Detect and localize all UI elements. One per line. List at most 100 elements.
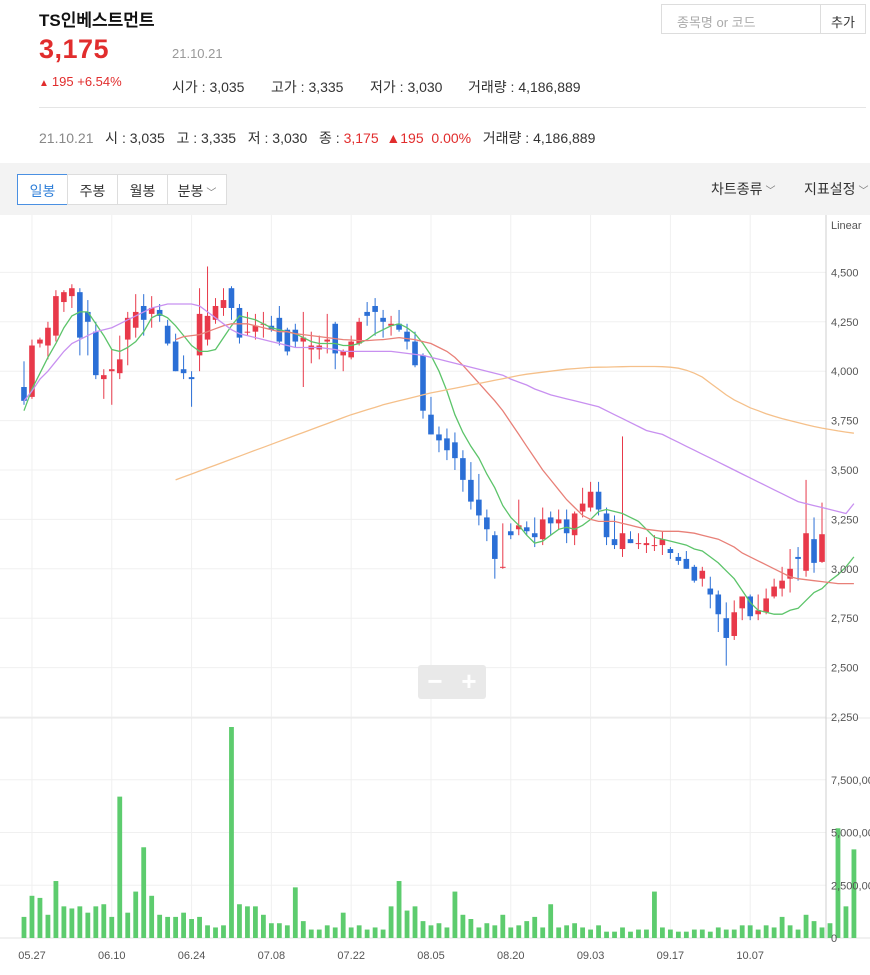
volume-bar[interactable] [556,927,562,938]
candle[interactable] [739,596,746,609]
volume-bar[interactable] [157,914,163,938]
candle[interactable] [811,539,817,563]
volume-bar[interactable] [580,927,586,938]
candle[interactable] [180,369,187,374]
candle[interactable] [116,359,123,374]
candle[interactable] [723,618,730,638]
candle[interactable] [547,517,554,524]
candle[interactable] [763,598,769,613]
candle[interactable] [108,369,115,372]
candle[interactable] [404,331,410,342]
volume-bar[interactable] [452,891,458,938]
volume-bar[interactable] [803,914,809,938]
volume-bar[interactable] [811,921,817,938]
volume-bar[interactable] [588,929,593,938]
volume-bar[interactable] [628,931,633,938]
volume-bar[interactable] [165,916,171,938]
candle[interactable] [683,558,690,569]
volume-bar[interactable] [683,931,689,938]
candle[interactable] [356,321,362,344]
volume-bar[interactable] [596,925,601,938]
volume-bar[interactable] [691,929,697,938]
volume-bar[interactable] [412,906,418,938]
volume-bar[interactable] [787,925,793,938]
volume-bar[interactable] [284,925,290,938]
volume-bar[interactable] [699,929,705,938]
volume-bar[interactable] [213,927,218,938]
candle[interactable] [292,329,299,342]
volume-bar[interactable] [755,929,761,938]
candle[interactable] [204,315,211,340]
volume-bar[interactable] [835,828,841,938]
volume-bar[interactable] [396,881,402,938]
candle[interactable] [651,545,658,547]
volume-bar[interactable] [771,927,777,938]
candle[interactable] [523,527,530,532]
volume-bar[interactable] [181,912,186,938]
volume-bar[interactable] [348,927,354,938]
volume-bar[interactable] [77,906,83,938]
volume-bar[interactable] [731,929,737,938]
volume-bar[interactable] [604,931,609,938]
volume-bar[interactable] [460,914,466,938]
candle[interactable] [444,438,450,451]
volume-bar[interactable] [253,906,258,938]
volume-bar[interactable] [524,921,530,938]
search-input[interactable]: 종목명 or 코드 [661,4,821,34]
volume-bar[interactable] [484,923,490,938]
volume-bar[interactable] [476,927,482,938]
volume-bar[interactable] [29,895,35,938]
volume-bar[interactable] [340,912,346,938]
volume-bar[interactable] [93,906,99,938]
candle[interactable] [340,351,346,356]
price-chart[interactable]: Linear 2,250 2,500 2,750 3,000 3,250 3,500 3,75… [0,215,870,975]
candle[interactable] [372,305,378,312]
volume-bar[interactable] [843,906,849,938]
volume-bar[interactable] [268,923,274,938]
volume-bar[interactable] [667,929,673,938]
candle[interactable] [659,539,666,546]
volume-bar[interactable] [652,891,657,938]
volume-bar[interactable] [420,921,426,938]
candle[interactable] [476,499,482,516]
volume-bar[interactable] [229,727,234,938]
volume-bar[interactable] [205,925,210,938]
candle[interactable] [188,377,195,380]
candle[interactable] [124,317,131,340]
volume-bar[interactable] [388,906,394,938]
candle[interactable] [755,610,761,615]
tab-minute[interactable]: 분봉 ﹀ [167,174,227,205]
candle[interactable] [819,534,825,562]
volume-bar[interactable] [189,919,194,938]
candle[interactable] [747,596,753,617]
volume-bar[interactable] [660,927,665,938]
volume-bar[interactable] [675,931,681,938]
tab-monthly[interactable]: 월봉 [117,174,168,205]
volume-bar[interactable] [300,921,306,938]
volume-bar[interactable] [715,927,721,938]
volume-bar[interactable] [795,929,801,938]
volume-bar[interactable] [468,919,474,938]
volume-bar[interactable] [404,910,410,938]
volume-bar[interactable] [620,927,625,938]
candle[interactable] [236,307,243,338]
candle[interactable] [699,570,706,579]
candle[interactable] [555,519,562,524]
candle[interactable] [579,503,586,512]
volume-bar[interactable] [572,923,578,938]
candle[interactable] [380,317,386,322]
candle[interactable] [500,566,506,568]
volume-bar[interactable] [508,927,514,938]
candle[interactable] [787,568,793,579]
candle[interactable] [100,375,107,380]
candle[interactable] [707,588,714,595]
candle[interactable] [436,434,442,441]
candle[interactable] [731,612,738,636]
volume-bar[interactable] [356,925,362,938]
candle[interactable] [284,329,291,352]
zoom-in-button[interactable]: + [461,666,477,696]
candle[interactable] [148,307,155,314]
candle[interactable] [220,300,227,308]
candle[interactable] [667,549,674,553]
candle[interactable] [619,533,626,550]
